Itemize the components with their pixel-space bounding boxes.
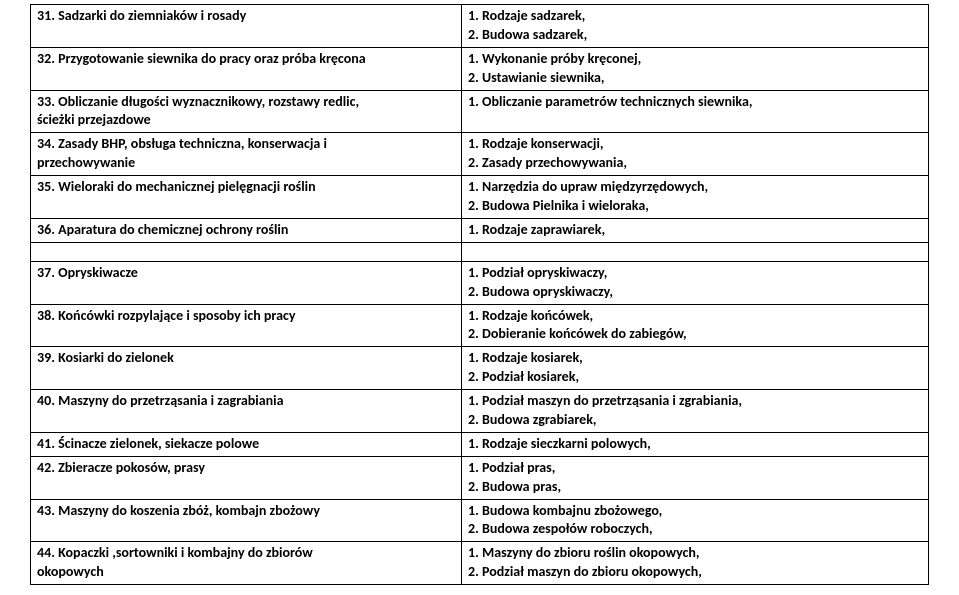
cell-left: 33. Obliczanie długości wyznacznikowy, r…: [31, 90, 462, 133]
text-line: okopowych: [37, 563, 455, 582]
table-row: 40. Maszyny do przetrząsania i zagrabian…: [31, 390, 929, 433]
text-line: 1. Rodzaje końcówek,: [468, 307, 922, 326]
table-row: 43. Maszyny do koszenia zbóż, kombajn zb…: [31, 499, 929, 542]
cell-right: 1. Podział opryskiwaczy,2. Budowa oprysk…: [462, 261, 929, 304]
text-line: 1. Rodzaje sieczkarni polowych,: [468, 435, 922, 454]
cell-right: 1. Rodzaje kosiarek,2. Podział kosiarek,: [462, 347, 929, 390]
table-row: 42. Zbieracze pokosów, prasy 1. Podział p…: [31, 456, 929, 499]
table-row: 44. Kopaczki ,sortowniki i kombajny do z…: [31, 542, 929, 585]
cell-right: 1. Budowa kombajnu zbożowego,2. Budowa z…: [462, 499, 929, 542]
table-row: 32. Przygotowanie siewnika do pracy oraz…: [31, 47, 929, 90]
cell-left: 42. Zbieracze pokosów, prasy: [31, 456, 462, 499]
cell-left: 35. Wieloraki do mechanicznej pielęgnacj…: [31, 176, 462, 219]
table-row: 39. Kosiarki do zielonek 1. Rodzaje kosia…: [31, 347, 929, 390]
text-line: 1. Narzędzia do upraw międzyrzędowych,: [468, 178, 922, 197]
text-line: 1. Wykonanie próby kręconej,: [468, 50, 922, 69]
text-line: 39. Kosiarki do zielonek: [37, 349, 455, 368]
text-line: 31. Sadzarki do ziemniaków i rosady: [37, 7, 455, 26]
spacer-row: [31, 242, 929, 261]
text-line: ścieżki przejazdowe: [37, 111, 455, 130]
content-table: 31. Sadzarki do ziemniaków i rosady 1. Ro…: [30, 4, 929, 585]
cell-left: 36. Aparatura do chemicznej ochrony rośl…: [31, 218, 462, 242]
cell-right: 1. Obliczanie parametrów technicznych si…: [462, 90, 929, 133]
cell-right: 1. Rodzaje końcówek,2. Dobieranie końców…: [462, 304, 929, 347]
text-line: 1. Rodzaje sadzarek,: [468, 7, 922, 26]
cell-right: 1. Rodzaje sadzarek,2. Budowa sadzarek,: [462, 5, 929, 48]
cell-right: 1. Narzędzia do upraw międzyrzędowych,2.…: [462, 176, 929, 219]
text-line: 2. Ustawianie siewnika,: [468, 69, 922, 88]
text-line: 1. Obliczanie parametrów technicznych si…: [468, 93, 922, 112]
text-line: 2. Budowa Pielnika i wieloraka,: [468, 197, 922, 216]
text-line: 2. Budowa sadzarek,: [468, 26, 922, 45]
text-line: 33. Obliczanie długości wyznacznikowy, r…: [37, 93, 455, 112]
text-line: 36. Aparatura do chemicznej ochrony rośl…: [37, 221, 455, 240]
spacer-cell: [31, 242, 462, 261]
text-line: 1. Podział pras,: [468, 459, 922, 478]
cell-right: 1. Rodzaje zaprawiarek,: [462, 218, 929, 242]
text-line: 2. Budowa zespołów roboczych,: [468, 520, 922, 539]
cell-left: 41. Ścinacze zielonek, siekacze polowe: [31, 432, 462, 456]
cell-right: 1. Podział maszyn do przetrząsania i zgr…: [462, 390, 929, 433]
table-row: 38. Końcówki rozpylające i sposoby ich p…: [31, 304, 929, 347]
text-line: 2. Podział maszyn do zbioru okopowych,: [468, 563, 922, 582]
cell-left: 34. Zasady BHP, obsługa techniczna, kons…: [31, 133, 462, 176]
cell-right: 1. Rodzaje konserwacji,2. Zasady przecho…: [462, 133, 929, 176]
text-line: 2. Podział kosiarek,: [468, 368, 922, 387]
text-line: 1. Rodzaje zaprawiarek,: [468, 221, 922, 240]
text-line: 2. Zasady przechowywania,: [468, 154, 922, 173]
table-row: 37. Opryskiwacze 1. Podział opryskiwaczy,…: [31, 261, 929, 304]
text-line: 1. Rodzaje konserwacji,: [468, 135, 922, 154]
cell-right: 1. Wykonanie próby kręconej,2. Ustawiani…: [462, 47, 929, 90]
text-line: 1. Budowa kombajnu zbożowego,: [468, 502, 922, 521]
text-line: 2. Budowa zgrabiarek,: [468, 411, 922, 430]
text-line: 43. Maszyny do koszenia zbóż, kombajn zb…: [37, 502, 455, 521]
table-row: 35. Wieloraki do mechanicznej pielęgnacj…: [31, 176, 929, 219]
cell-left: 37. Opryskiwacze: [31, 261, 462, 304]
text-line: 37. Opryskiwacze: [37, 264, 455, 283]
text-line: 35. Wieloraki do mechanicznej pielęgnacj…: [37, 178, 455, 197]
text-line: przechowywanie: [37, 154, 455, 173]
text-line: 38. Końcówki rozpylające i sposoby ich p…: [37, 307, 455, 326]
cell-left: 43. Maszyny do koszenia zbóż, kombajn zb…: [31, 499, 462, 542]
table-row: 31. Sadzarki do ziemniaków i rosady 1. Ro…: [31, 5, 929, 48]
cell-left: 32. Przygotowanie siewnika do pracy oraz…: [31, 47, 462, 90]
document-page: 31. Sadzarki do ziemniaków i rosady 1. Ro…: [0, 0, 959, 595]
text-line: 2. Dobieranie końcówek do zabiegów,: [468, 325, 922, 344]
text-line: 41. Ścinacze zielonek, siekacze polowe: [37, 435, 455, 454]
text-line: 2. Budowa opryskiwaczy,: [468, 283, 922, 302]
text-line: 32. Przygotowanie siewnika do pracy oraz…: [37, 50, 455, 69]
cell-right: 1. Podział pras,2. Budowa pras,: [462, 456, 929, 499]
table-row: 41. Ścinacze zielonek, siekacze polowe 1.…: [31, 432, 929, 456]
spacer-cell: [462, 242, 929, 261]
text-line: 1. Rodzaje kosiarek,: [468, 349, 922, 368]
cell-left: 40. Maszyny do przetrząsania i zagrabian…: [31, 390, 462, 433]
cell-left: 44. Kopaczki ,sortowniki i kombajny do z…: [31, 542, 462, 585]
cell-right: 1. Maszyny do zbioru roślin okopowych,2.…: [462, 542, 929, 585]
text-line: 1. Podział maszyn do przetrząsania i zgr…: [468, 392, 922, 411]
text-line: 40. Maszyny do przetrząsania i zagrabian…: [37, 392, 455, 411]
cell-left: 39. Kosiarki do zielonek: [31, 347, 462, 390]
table-row: 33. Obliczanie długości wyznacznikowy, r…: [31, 90, 929, 133]
table-row: 34. Zasady BHP, obsługa techniczna, kons…: [31, 133, 929, 176]
text-line: 42. Zbieracze pokosów, prasy: [37, 459, 455, 478]
text-line: 34. Zasady BHP, obsługa techniczna, kons…: [37, 135, 455, 154]
table-row: 36. Aparatura do chemicznej ochrony rośl…: [31, 218, 929, 242]
cell-right: 1. Rodzaje sieczkarni polowych,: [462, 432, 929, 456]
cell-left: 38. Końcówki rozpylające i sposoby ich p…: [31, 304, 462, 347]
text-line: 1. Podział opryskiwaczy,: [468, 264, 922, 283]
cell-left: 31. Sadzarki do ziemniaków i rosady: [31, 5, 462, 48]
text-line: 2. Budowa pras,: [468, 478, 922, 497]
